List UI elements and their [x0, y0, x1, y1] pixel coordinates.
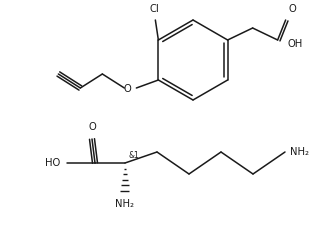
Text: Cl: Cl [150, 4, 159, 14]
Text: NH₂: NH₂ [290, 147, 309, 157]
Text: O: O [289, 4, 296, 14]
Text: OH: OH [288, 39, 303, 49]
Text: &1: &1 [129, 151, 140, 160]
Text: HO: HO [45, 158, 60, 168]
Text: O: O [88, 122, 96, 132]
Text: NH₂: NH₂ [116, 199, 135, 209]
Text: O: O [124, 84, 131, 94]
